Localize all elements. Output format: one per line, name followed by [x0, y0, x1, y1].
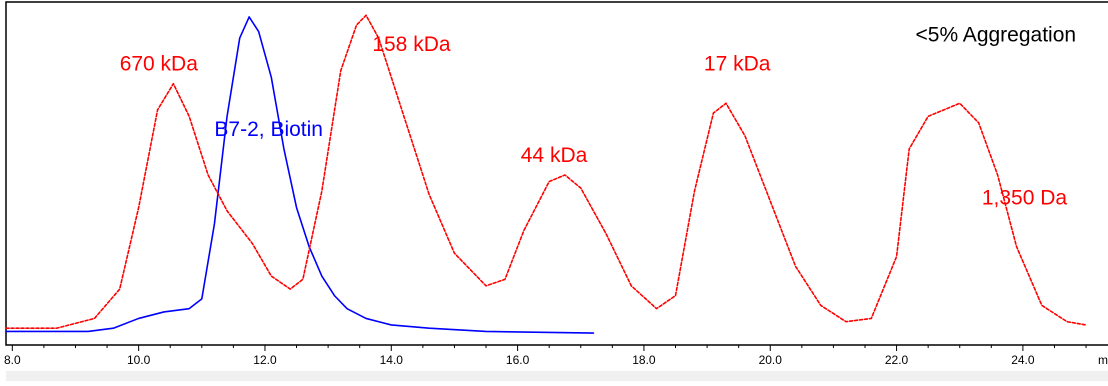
x-axis-label: m — [1098, 353, 1108, 367]
annotation-layer: 670 kDa 158 kDa B7-2, Biotin 44 kDa 17 kDa <5… — [120, 23, 1076, 209]
x-tick-label: 22.0 — [885, 353, 909, 367]
x-tick-label: 8.0 — [4, 353, 21, 367]
series-line-2 — [5, 14, 1087, 330]
series-line-1 — [5, 16, 595, 334]
x-tick-label: 16.0 — [506, 353, 530, 367]
bottom-strip — [6, 371, 1108, 381]
annotation-label: 17 kDa — [704, 53, 771, 76]
x-tick-label: 18.0 — [632, 353, 656, 367]
series-layer — [5, 14, 1087, 334]
annotation-label: 1,350 Da — [982, 186, 1068, 209]
x-tick-label: 20.0 — [759, 353, 783, 367]
x-tick-label: 24.0 — [1011, 353, 1035, 367]
annotation-label: 670 kDa — [120, 53, 199, 76]
x-tick-label: 10.0 — [127, 353, 151, 367]
annotation-label: 44 kDa — [521, 144, 588, 167]
x-tick-label: 12.0 — [253, 353, 277, 367]
annotation-label: <5% Aggregation — [916, 23, 1077, 46]
x-tick-label: 14.0 — [380, 353, 404, 367]
annotation-label: B7-2, Biotin — [214, 118, 323, 141]
annotation-label: 158 kDa — [372, 33, 451, 56]
x-axis: 8.0 10.0 12.0 14.0 16.0 18.0 20.0 22.0 24.0 — [4, 345, 1087, 367]
